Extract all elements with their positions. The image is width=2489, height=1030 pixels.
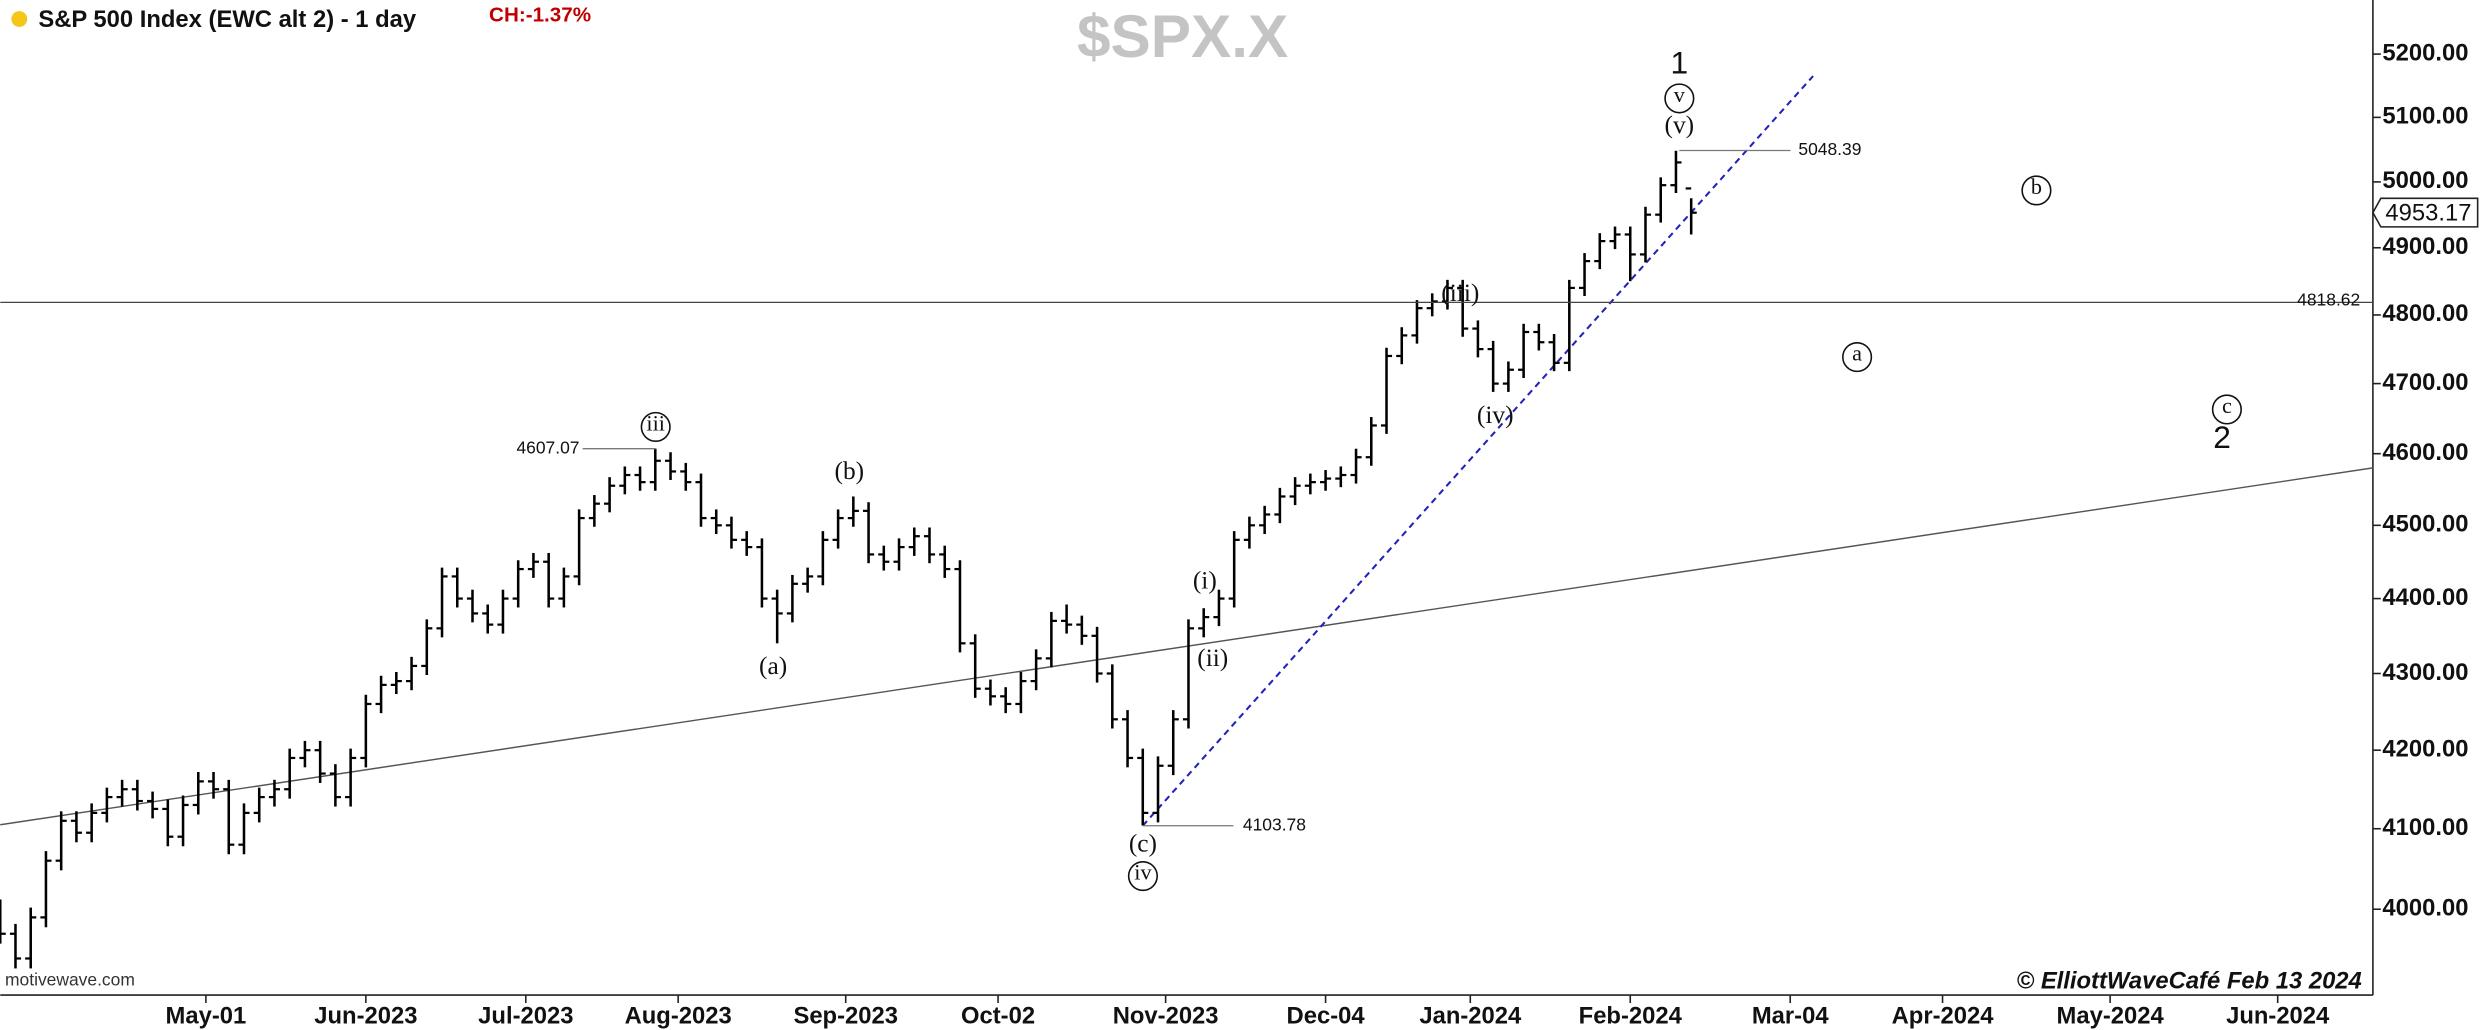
- last-price-label: 4953.17: [2385, 199, 2471, 226]
- chart-title: S&P 500 Index (EWC alt 2) - 1 day: [38, 6, 417, 33]
- wave-label: (ii): [1197, 644, 1228, 672]
- wave-label: (c): [1129, 830, 1157, 858]
- wave-label: b: [2031, 174, 2042, 199]
- x-tick-label: Dec-04: [1287, 1003, 1366, 1030]
- wave-circle: [2211, 394, 2242, 425]
- wave-label: 2: [2213, 419, 2231, 455]
- x-tick-label: Feb-2024: [1579, 1003, 1683, 1030]
- y-tick-label: 4200.00: [2382, 735, 2468, 762]
- wave-label: iii: [646, 410, 665, 435]
- wave-label: (v): [1665, 111, 1695, 139]
- status-dot: [11, 11, 28, 27]
- y-tick-label: 4100.00: [2382, 814, 2468, 841]
- price-level-label: 4103.78: [1243, 814, 1306, 834]
- change-label: CH:-1.37%: [489, 3, 591, 26]
- price-level-label: 5048.39: [1798, 139, 1861, 159]
- x-tick-label: Jun-2024: [2226, 1003, 2330, 1030]
- wave-label: (i): [1193, 566, 1217, 594]
- trendline: [1142, 75, 1814, 827]
- wave-label: (iii): [1441, 279, 1479, 307]
- x-tick-label: Apr-2024: [1892, 1003, 1995, 1030]
- price-level-label: 4818.62: [2297, 289, 2360, 309]
- y-tick-label: 4300.00: [2382, 659, 2468, 686]
- wave-circle: [2021, 175, 2052, 206]
- wave-label: (b): [835, 457, 865, 485]
- y-tick-label: 4000.00: [2382, 895, 2468, 922]
- x-tick-label: Mar-04: [1752, 1003, 1829, 1030]
- x-tick-label: May-2024: [2057, 1003, 2165, 1030]
- price-level-label: 4607.07: [516, 437, 579, 457]
- y-tick-label: 4600.00: [2382, 439, 2468, 466]
- x-tick-label: Aug-2023: [625, 1003, 732, 1030]
- y-tick-label: 5000.00: [2382, 167, 2468, 194]
- x-tick-label: Jan-2024: [1419, 1003, 1522, 1030]
- y-tick-label: 5200.00: [2382, 39, 2468, 66]
- wave-label: 1: [1671, 44, 1689, 80]
- y-tick-label: 4700.00: [2382, 369, 2468, 396]
- x-tick-label: Jul-2023: [478, 1003, 573, 1030]
- wave-circle: [640, 411, 671, 442]
- wave-circle: [1127, 860, 1159, 892]
- last-price-box: [2371, 197, 2479, 228]
- wave-label: (iv): [1477, 401, 1514, 429]
- wave-circle: [1842, 342, 1873, 373]
- wave-label: a: [1852, 341, 1862, 366]
- trendline: [0, 467, 2374, 826]
- x-tick-label: May-01: [166, 1003, 247, 1030]
- x-tick-label: Sep-2023: [793, 1003, 898, 1030]
- y-tick-label: 4800.00: [2382, 300, 2468, 327]
- wave-circle: [1664, 83, 1695, 114]
- x-tick-label: Jun-2023: [314, 1003, 417, 1030]
- symbol-watermark: $SPX.X: [1077, 2, 1288, 70]
- x-tick-label: Nov-2023: [1113, 1003, 1219, 1030]
- y-tick-label: 4900.00: [2382, 233, 2468, 260]
- wave-label: v: [1674, 82, 1686, 107]
- y-tick-label: 4400.00: [2382, 584, 2468, 611]
- source: motivewave.com: [5, 969, 135, 989]
- copyright: © ElliottWaveCafé Feb 13 2024: [2017, 968, 2362, 995]
- wave-label: iv: [1134, 860, 1152, 885]
- wave-label: c: [2222, 393, 2232, 418]
- y-tick-label: 4500.00: [2382, 511, 2468, 538]
- wave-label: (a): [759, 652, 787, 680]
- x-tick-label: Oct-02: [961, 1003, 1035, 1030]
- y-tick-label: 5100.00: [2382, 103, 2468, 130]
